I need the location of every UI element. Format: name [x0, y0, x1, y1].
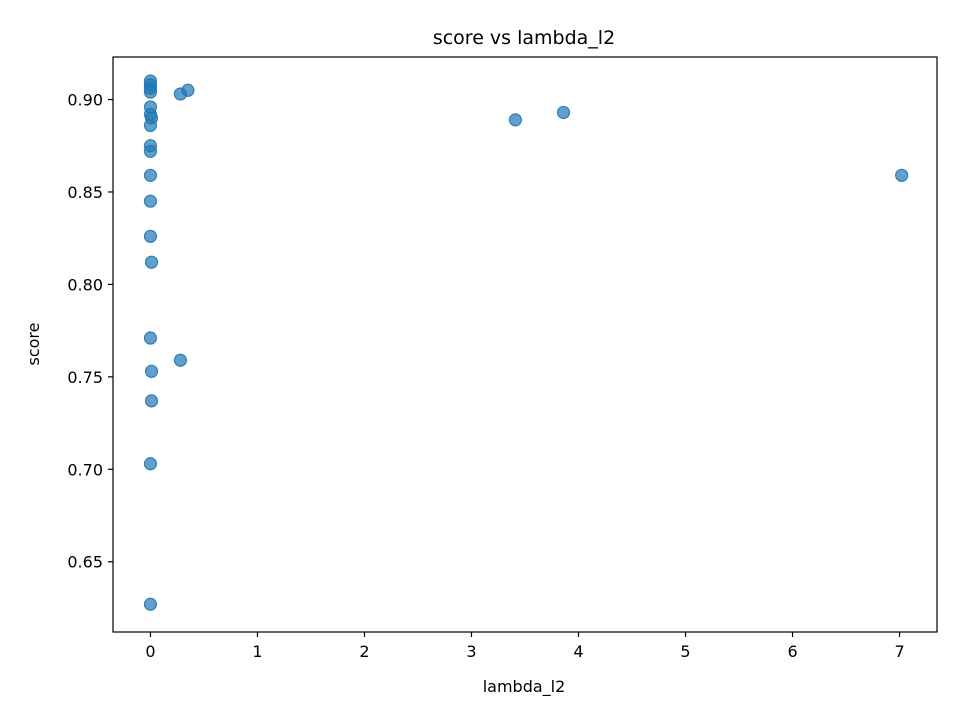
- y-tick-label: 0.80: [67, 275, 103, 294]
- y-tick-label: 0.85: [67, 183, 103, 202]
- y-tick-label: 0.65: [67, 553, 103, 572]
- data-point-17: [143, 457, 158, 471]
- data-point-3: [143, 85, 158, 99]
- x-axis: 0 1 2 3 4 5 6 7: [145, 632, 905, 661]
- points-layer: [143, 74, 909, 611]
- data-point-22: [508, 113, 522, 127]
- x-tick-label: 2: [359, 642, 369, 661]
- x-tick-label: 5: [680, 642, 690, 661]
- data-point-21: [173, 353, 188, 367]
- data-point-7: [143, 118, 158, 133]
- x-tick-label: 3: [466, 642, 476, 661]
- data-point-18: [143, 597, 158, 611]
- data-point-23: [556, 105, 571, 120]
- x-tick-label: 6: [787, 642, 797, 661]
- x-tick-label: 0: [145, 642, 155, 661]
- x-axis-label: lambda_l2: [483, 677, 566, 697]
- y-tick-label: 0.90: [67, 91, 103, 110]
- data-point-11: [143, 194, 158, 208]
- x-tick-label: 7: [894, 642, 904, 661]
- data-point-9: [143, 144, 158, 158]
- chart-title: score vs lambda_l2: [433, 27, 615, 49]
- data-point-10: [143, 168, 158, 182]
- y-tick-label: 0.70: [67, 460, 103, 479]
- y-axis: 0.65 0.70 0.75 0.80 0.85 0.90: [67, 91, 113, 572]
- axes-frame: [112, 56, 938, 633]
- data-point-20: [181, 83, 195, 97]
- data-point-24: [895, 168, 909, 182]
- data-point-14: [143, 331, 158, 345]
- x-tick-label: 4: [573, 642, 583, 661]
- y-axis-label: score: [24, 323, 43, 366]
- data-point-13: [144, 255, 159, 269]
- x-tick-label: 1: [252, 642, 262, 661]
- y-tick-label: 0.75: [67, 368, 103, 387]
- data-point-16: [144, 394, 159, 408]
- data-point-15: [144, 364, 159, 378]
- data-point-12: [143, 229, 158, 243]
